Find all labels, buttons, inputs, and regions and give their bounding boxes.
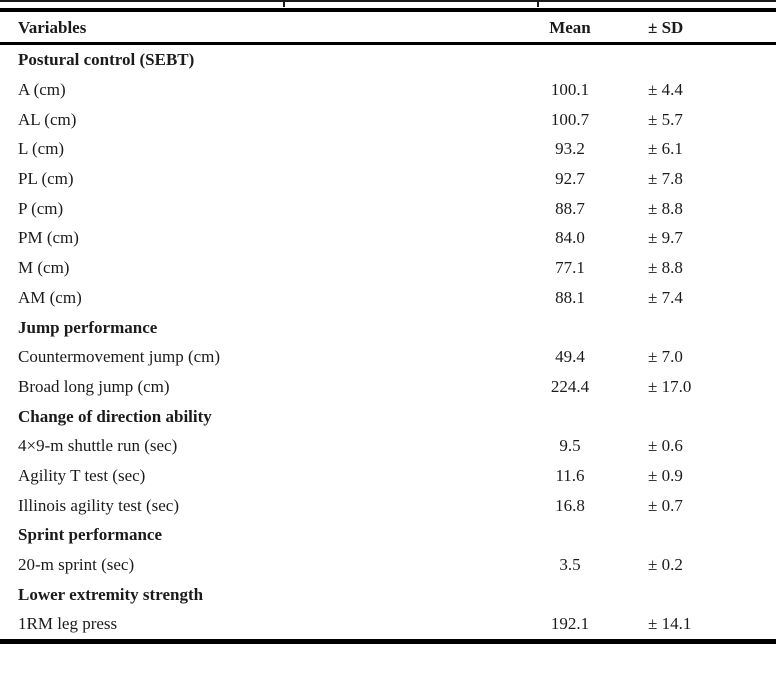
row-sd-value: ± 7.8 [648, 169, 683, 189]
crop-artifact-tick [283, 0, 285, 7]
row-label: Lower extremity strength [18, 584, 204, 604]
row-label: Broad long jump (cm) [18, 376, 170, 396]
row-sd-value: ± 6.1 [648, 139, 683, 159]
row-mean-value: 77.1 [555, 258, 585, 278]
row-sd-value: ± 7.4 [648, 287, 683, 307]
row-mean-value: 92.7 [555, 169, 585, 189]
row-sd-value: ± 4.4 [648, 80, 683, 100]
row-mean-value: 11.6 [555, 465, 585, 485]
crop-artifact-tick [537, 0, 539, 7]
row-mean-value: 192.1 [550, 614, 590, 634]
row-sd-value: ± 14.1 [648, 614, 692, 634]
descriptive-statistics-table: Variables Mean ± SD Postural control (SE… [0, 8, 776, 644]
table-body: Postural control (SEBT) A (cm) 100.1 ± 4… [0, 45, 776, 639]
table-header-row: Variables Mean ± SD [0, 12, 776, 45]
row-label: AL (cm) [18, 109, 77, 129]
row-sd-value: ± 8.8 [648, 258, 683, 278]
table-row: 20-m sprint (sec) 3.5 ± 0.2 [0, 550, 776, 580]
row-mean-value: 3.5 [559, 555, 581, 575]
row-label: 20-m sprint (sec) [18, 555, 135, 575]
table-row: Agility T test (sec) 11.6 ± 0.9 [0, 461, 776, 491]
row-label: Countermovement jump (cm) [18, 347, 221, 367]
table-row: Broad long jump (cm) 224.4 ± 17.0 [0, 372, 776, 402]
row-label: Illinois agility test (sec) [18, 495, 179, 515]
row-label: 1RM leg press [18, 614, 118, 634]
column-header-variables: Variables [18, 17, 87, 37]
row-label: Agility T test (sec) [18, 465, 146, 485]
table-row: PM (cm) 84.0 ± 9.7 [0, 223, 776, 253]
section-header-row: Jump performance [0, 312, 776, 342]
row-mean-value: 84.0 [555, 228, 585, 248]
row-mean-value: 49.4 [555, 347, 585, 367]
table-row: AL (cm) 100.7 ± 5.7 [0, 104, 776, 134]
table-row: P (cm) 88.7 ± 8.8 [0, 193, 776, 223]
row-sd-value: ± 0.7 [648, 495, 683, 515]
row-sd-value: ± 0.6 [648, 436, 683, 456]
table-row: 4×9-m shuttle run (sec) 9.5 ± 0.6 [0, 431, 776, 461]
row-sd-value: ± 17.0 [648, 376, 692, 396]
row-sd-value: ± 0.2 [648, 555, 683, 575]
table-row: 1RM leg press 192.1 ± 14.1 [0, 609, 776, 639]
row-label: PM (cm) [18, 228, 79, 248]
row-sd-value: ± 0.9 [648, 465, 683, 485]
row-mean-value: 16.8 [555, 495, 585, 515]
table-row: Illinois agility test (sec) 16.8 ± 0.7 [0, 490, 776, 520]
section-header-row: Change of direction ability [0, 401, 776, 431]
table-row: M (cm) 77.1 ± 8.8 [0, 253, 776, 283]
row-sd-value: ± 5.7 [648, 109, 683, 129]
row-mean-value: 224.4 [550, 376, 590, 396]
column-header-mean: Mean [549, 17, 591, 37]
row-mean-value: 93.2 [555, 139, 585, 159]
row-label: Postural control (SEBT) [18, 50, 195, 70]
table-row: AM (cm) 88.1 ± 7.4 [0, 283, 776, 313]
table-row: L (cm) 93.2 ± 6.1 [0, 134, 776, 164]
row-label: M (cm) [18, 258, 70, 278]
row-sd-value: ± 8.8 [648, 198, 683, 218]
section-header-row: Postural control (SEBT) [0, 45, 776, 75]
row-mean-value: 100.7 [550, 109, 590, 129]
row-label: Change of direction ability [18, 406, 212, 426]
row-label: Jump performance [18, 317, 158, 337]
table-row: Countermovement jump (cm) 49.4 ± 7.0 [0, 342, 776, 372]
section-header-row: Sprint performance [0, 520, 776, 550]
row-label: 4×9-m shuttle run (sec) [18, 436, 178, 456]
row-mean-value: 9.5 [559, 436, 581, 456]
table-row: A (cm) 100.1 ± 4.4 [0, 75, 776, 105]
row-label: P (cm) [18, 198, 64, 218]
row-mean-value: 88.1 [555, 287, 585, 307]
crop-artifact [0, 0, 776, 8]
row-mean-value: 100.1 [550, 80, 590, 100]
table-row: PL (cm) 92.7 ± 7.8 [0, 164, 776, 194]
column-header-sd: ± SD [648, 17, 684, 37]
row-sd-value: ± 9.7 [648, 228, 683, 248]
section-header-row: Lower extremity strength [0, 579, 776, 609]
row-label: PL (cm) [18, 169, 74, 189]
crop-artifact-line [0, 0, 776, 2]
row-mean-value: 88.7 [555, 198, 585, 218]
row-label: A (cm) [18, 80, 66, 100]
row-sd-value: ± 7.0 [648, 347, 683, 367]
row-label: L (cm) [18, 139, 65, 159]
row-label: AM (cm) [18, 287, 82, 307]
row-label: Sprint performance [18, 525, 163, 545]
